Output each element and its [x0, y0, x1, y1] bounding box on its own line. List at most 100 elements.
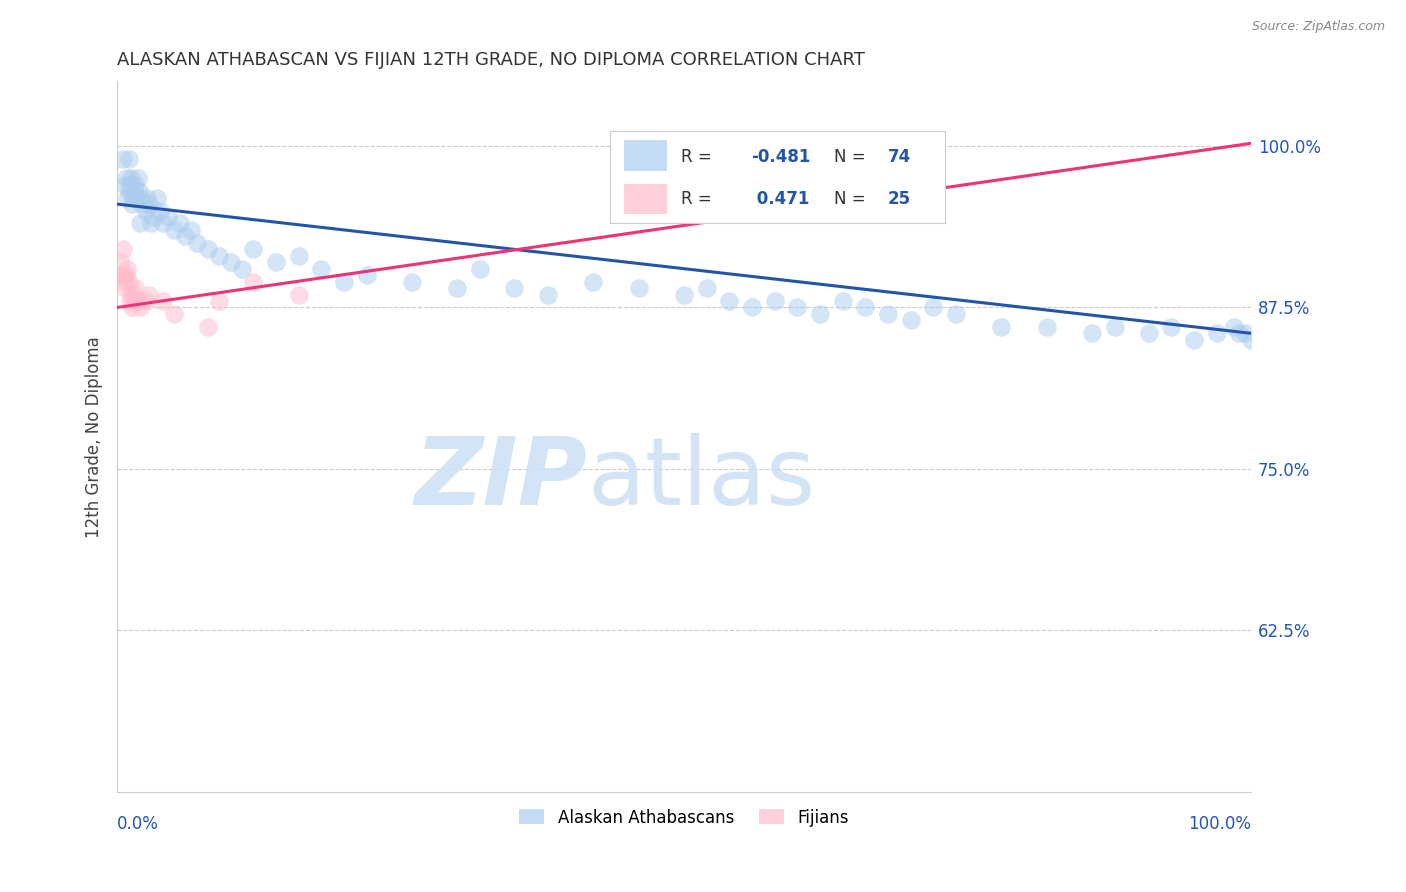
- Point: [128, 184, 150, 198]
- Point: [111, 268, 134, 282]
- Point: [138, 197, 160, 211]
- Point: [112, 275, 135, 289]
- Point: [503, 281, 526, 295]
- Legend: Alaskan Athabascans, Fijians: Alaskan Athabascans, Fijians: [513, 802, 855, 833]
- Point: [125, 191, 148, 205]
- Point: [446, 281, 468, 295]
- Point: [1240, 333, 1263, 347]
- Text: atlas: atlas: [588, 434, 815, 525]
- Point: [537, 287, 560, 301]
- Point: [135, 293, 157, 308]
- Point: [127, 171, 149, 186]
- Point: [124, 281, 146, 295]
- Point: [111, 152, 134, 166]
- Point: [197, 319, 219, 334]
- Point: [169, 217, 191, 231]
- Point: [122, 184, 145, 198]
- Text: ZIP: ZIP: [415, 434, 588, 525]
- Point: [219, 255, 242, 269]
- Point: [110, 255, 132, 269]
- Point: [149, 203, 172, 218]
- Point: [152, 217, 174, 231]
- Point: [117, 152, 139, 166]
- Point: [582, 275, 605, 289]
- Point: [122, 191, 145, 205]
- Point: [853, 301, 876, 315]
- Point: [135, 203, 157, 218]
- Point: [115, 268, 138, 282]
- Point: [118, 293, 141, 308]
- Point: [141, 217, 163, 231]
- Point: [111, 242, 134, 256]
- Point: [808, 307, 831, 321]
- Point: [117, 275, 139, 289]
- Point: [131, 197, 153, 211]
- Point: [1081, 326, 1104, 341]
- Point: [174, 229, 197, 244]
- Point: [1035, 319, 1057, 334]
- Point: [1160, 319, 1182, 334]
- Point: [877, 307, 900, 321]
- Point: [117, 261, 139, 276]
- Point: [129, 191, 152, 205]
- Point: [197, 242, 219, 256]
- Point: [242, 275, 264, 289]
- Point: [122, 287, 145, 301]
- Point: [696, 281, 718, 295]
- Point: [763, 293, 786, 308]
- Point: [990, 319, 1012, 334]
- Point: [120, 171, 142, 186]
- Point: [1137, 326, 1160, 341]
- Point: [114, 281, 136, 295]
- Point: [114, 178, 136, 192]
- Point: [287, 249, 309, 263]
- Point: [900, 313, 922, 327]
- Text: Source: ZipAtlas.com: Source: ZipAtlas.com: [1251, 20, 1385, 33]
- Point: [718, 293, 741, 308]
- Point: [1222, 319, 1244, 334]
- Point: [1234, 326, 1257, 341]
- Point: [152, 293, 174, 308]
- Point: [157, 210, 180, 224]
- Point: [142, 210, 165, 224]
- Point: [118, 178, 141, 192]
- Point: [831, 293, 853, 308]
- Point: [1104, 319, 1126, 334]
- Text: 0.0%: 0.0%: [117, 815, 159, 833]
- Point: [128, 301, 150, 315]
- Point: [1205, 326, 1227, 341]
- Point: [922, 301, 945, 315]
- Point: [138, 287, 160, 301]
- Point: [146, 191, 169, 205]
- Text: 100.0%: 100.0%: [1188, 815, 1251, 833]
- Point: [231, 261, 253, 276]
- Point: [831, 139, 853, 153]
- Point: [401, 275, 423, 289]
- Point: [356, 268, 378, 282]
- Point: [264, 255, 287, 269]
- Point: [208, 293, 231, 308]
- Point: [1182, 333, 1205, 347]
- Text: ALASKAN ATHABASCAN VS FIJIAN 12TH GRADE, NO DIPLOMA CORRELATION CHART: ALASKAN ATHABASCAN VS FIJIAN 12TH GRADE,…: [117, 51, 865, 69]
- Point: [117, 191, 139, 205]
- Point: [208, 249, 231, 263]
- Point: [121, 301, 143, 315]
- Point: [186, 235, 208, 250]
- Point: [124, 178, 146, 192]
- Point: [163, 307, 186, 321]
- Point: [120, 287, 142, 301]
- Point: [1229, 326, 1251, 341]
- Point: [287, 287, 309, 301]
- Point: [121, 197, 143, 211]
- Point: [468, 261, 491, 276]
- Point: [117, 184, 139, 198]
- Point: [135, 191, 157, 205]
- Point: [128, 217, 150, 231]
- Point: [333, 275, 356, 289]
- Point: [111, 268, 134, 282]
- Point: [180, 223, 202, 237]
- Point: [945, 307, 967, 321]
- Point: [127, 293, 149, 308]
- Point: [115, 171, 138, 186]
- Point: [786, 301, 808, 315]
